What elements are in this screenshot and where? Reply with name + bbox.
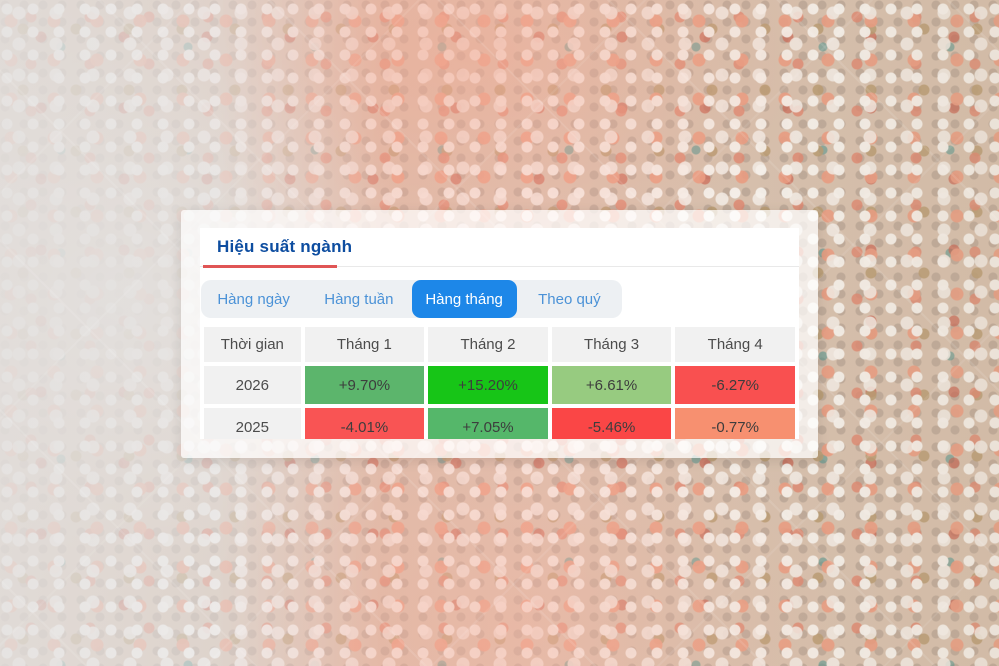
- tab-monthly[interactable]: Hàng tháng: [411, 280, 517, 318]
- industry-performance-panel: Hiệu suất ngành Hàng ngày Hàng tuần Hàng…: [200, 228, 799, 439]
- value-cell: -4.01%: [304, 408, 425, 439]
- column-header-month-1: Tháng 1: [304, 327, 425, 362]
- panel-header: Hiệu suất ngành: [200, 228, 799, 257]
- value-cell: +15.20%: [428, 366, 548, 404]
- column-header-month-3: Tháng 3: [551, 327, 672, 362]
- value-cell: -0.77%: [675, 408, 795, 439]
- header-divider: [200, 265, 799, 268]
- performance-card: Hiệu suất ngành Hàng ngày Hàng tuần Hàng…: [181, 210, 818, 458]
- tab-weekly[interactable]: Hàng tuần: [324, 290, 394, 308]
- table-header-row: Thời gian Tháng 1 Tháng 2 Tháng 3 Tháng …: [204, 327, 795, 362]
- table-row-2025: 2025 -4.01% +7.05% -5.46% -0.77%: [204, 408, 795, 439]
- year-cell: 2026: [204, 366, 301, 404]
- value-cell: +7.05%: [428, 408, 548, 439]
- column-header-month-4: Tháng 4: [675, 327, 795, 362]
- tab-quarterly[interactable]: Theo quý: [538, 290, 601, 308]
- table-row-2026: 2026 +9.70% +15.20% +6.61% -6.27%: [204, 366, 795, 404]
- value-cell: -5.46%: [551, 408, 672, 439]
- column-header-month-2: Tháng 2: [428, 327, 548, 362]
- value-cell: +9.70%: [304, 366, 425, 404]
- title-underline-accent: [203, 265, 337, 268]
- column-header-time: Thời gian: [204, 327, 301, 362]
- value-cell: -6.27%: [675, 366, 795, 404]
- tab-daily[interactable]: Hàng ngày: [217, 290, 290, 308]
- period-tab-bar: Hàng ngày Hàng tuần Hàng tháng Theo quý: [201, 280, 622, 318]
- panel-title: Hiệu suất ngành: [217, 237, 353, 256]
- value-cell: +6.61%: [551, 366, 672, 404]
- performance-table: Thời gian Tháng 1 Tháng 2 Tháng 3 Tháng …: [200, 323, 799, 439]
- year-cell: 2025: [204, 408, 301, 439]
